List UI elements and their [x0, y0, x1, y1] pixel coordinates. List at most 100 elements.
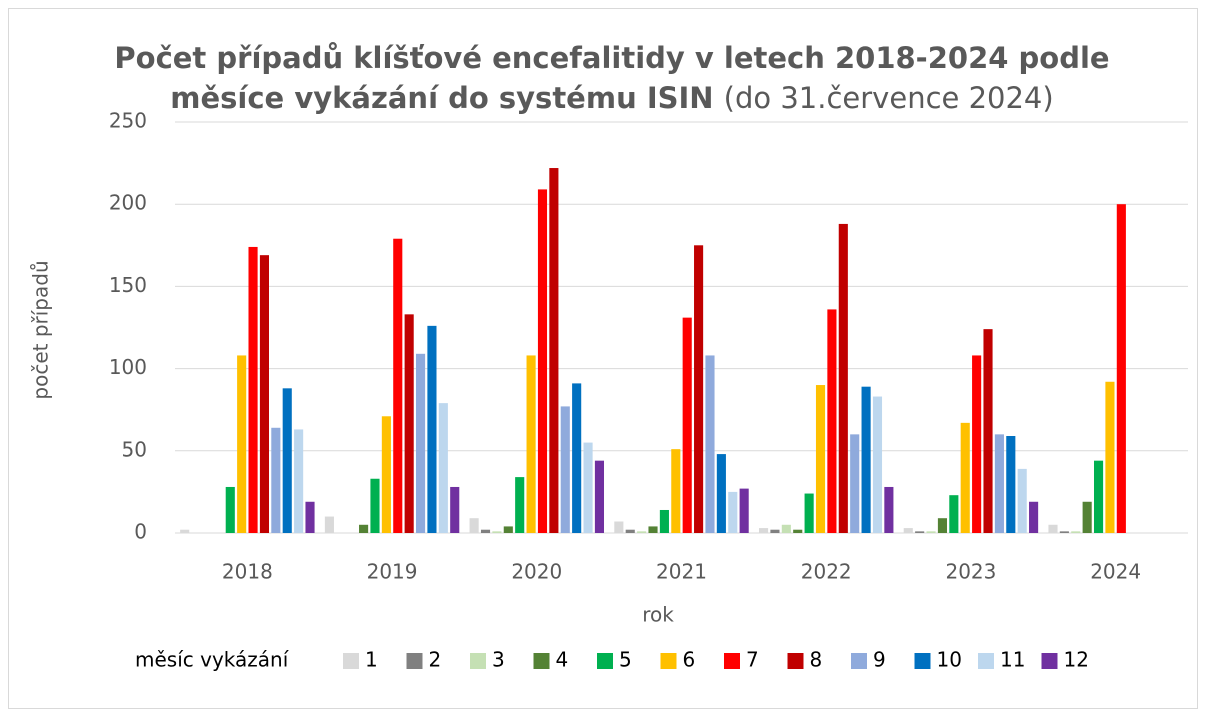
bar — [381, 416, 391, 533]
y-axis-label: počet případů — [29, 260, 53, 399]
bar — [1116, 204, 1126, 533]
legend-label: 3 — [492, 648, 505, 672]
bar — [915, 531, 925, 533]
y-tick-label: 150 — [109, 273, 147, 297]
legend-label: 10 — [937, 648, 962, 672]
bar — [972, 355, 982, 533]
bar — [728, 491, 738, 533]
bar — [838, 223, 848, 534]
bar — [671, 449, 681, 533]
bar — [480, 529, 491, 533]
y-tick-label: 250 — [109, 109, 147, 133]
legend-label: 8 — [810, 648, 823, 672]
chart-frame — [8, 8, 1198, 709]
bar — [861, 386, 871, 533]
bar — [450, 486, 460, 533]
bar — [404, 314, 414, 533]
y-tick-label: 0 — [134, 520, 147, 544]
legend-swatch — [533, 653, 550, 669]
bar — [682, 317, 692, 533]
bar — [438, 403, 448, 533]
bar — [827, 309, 837, 533]
x-tick-label: 2022 — [801, 560, 852, 584]
chart-title: měsíce vykázání do systému ISIN (do 31.č… — [170, 81, 1053, 115]
bar — [1048, 524, 1058, 533]
y-tick-label: 200 — [109, 191, 147, 215]
bar — [1029, 501, 1039, 533]
x-tick-label: 2023 — [945, 560, 996, 584]
x-tick-label: 2018 — [222, 560, 273, 584]
chart-title-bold: měsíce vykázání do systému ISIN — [170, 81, 713, 115]
bar — [1017, 468, 1027, 533]
legend-label: 1 — [365, 648, 378, 672]
bar — [526, 355, 536, 533]
bar — [705, 355, 715, 533]
bar — [1071, 531, 1081, 533]
bar — [237, 355, 247, 533]
legend-swatch — [724, 653, 740, 669]
legend-swatch — [1041, 653, 1058, 669]
x-axis-label: rok — [642, 603, 674, 627]
bar — [225, 486, 235, 533]
bar — [739, 488, 749, 533]
bar — [469, 518, 479, 533]
bar — [903, 528, 913, 533]
bar — [949, 495, 959, 533]
legend-swatch — [914, 653, 931, 669]
bar — [271, 427, 281, 533]
bar — [572, 383, 582, 533]
legend-swatch — [660, 653, 677, 669]
bar — [926, 531, 936, 533]
legend-label: 6 — [683, 648, 696, 672]
bar — [716, 454, 726, 533]
legend-label: 11 — [1000, 648, 1025, 672]
legend-swatch — [406, 653, 423, 669]
bar — [793, 529, 803, 533]
bar — [648, 526, 658, 533]
bar — [781, 524, 791, 533]
legend-label: 4 — [556, 648, 569, 672]
bar — [594, 460, 605, 533]
bar — [637, 531, 647, 533]
bar — [1006, 436, 1016, 533]
bar — [884, 486, 894, 533]
bar — [850, 434, 860, 533]
bar — [1059, 531, 1069, 533]
legend-swatch — [787, 653, 804, 669]
bar — [415, 353, 426, 533]
bar — [294, 429, 304, 533]
bar — [694, 245, 704, 534]
bar — [560, 406, 570, 533]
bar — [937, 518, 948, 533]
bar — [659, 509, 669, 533]
bar — [324, 516, 334, 533]
bar — [537, 189, 548, 534]
y-tick-label: 100 — [109, 355, 147, 379]
bar — [180, 529, 190, 533]
legend-title: měsíc vykázání — [135, 648, 290, 672]
x-tick-label: 2024 — [1090, 560, 1141, 584]
bar — [804, 493, 814, 533]
chart-title: Počet případů klíšťové encefalitidy v le… — [114, 41, 1109, 75]
bar — [393, 238, 403, 533]
legend-swatch — [343, 653, 359, 669]
bar — [983, 329, 993, 533]
bar — [1093, 460, 1104, 533]
legend-label: 9 — [873, 648, 886, 672]
bar — [758, 528, 769, 533]
bar — [994, 434, 1004, 533]
x-tick-label: 2021 — [656, 560, 707, 584]
bar — [492, 531, 502, 533]
bar — [1105, 381, 1115, 533]
bar — [359, 524, 369, 533]
bar — [259, 255, 270, 533]
bar — [515, 477, 525, 533]
bar — [583, 442, 593, 533]
bar — [248, 246, 258, 533]
bar — [770, 529, 780, 533]
bar — [282, 388, 292, 533]
legend-label: 12 — [1064, 648, 1089, 672]
bar — [503, 526, 513, 533]
legend-label: 2 — [429, 648, 442, 672]
